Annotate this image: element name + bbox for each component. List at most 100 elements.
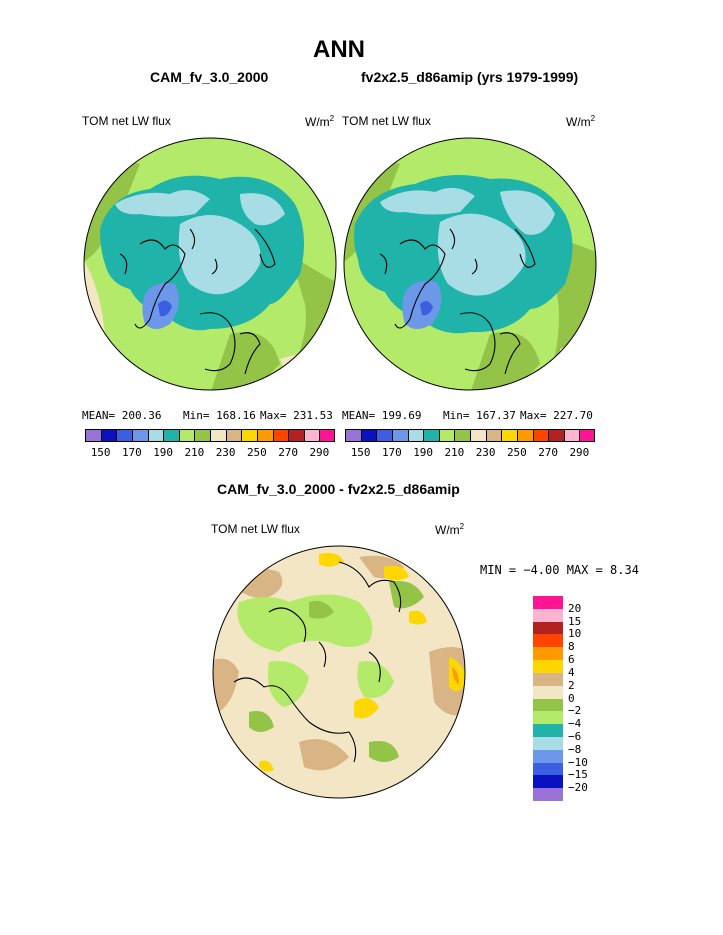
panel2-colorbar-labels: 150 170 190 210 230 250 270 290 bbox=[345, 446, 595, 460]
colorbar-tick-label: 0 bbox=[568, 691, 575, 705]
colorbar-tick-label: 15 bbox=[568, 614, 582, 628]
colorbar-swatch bbox=[533, 711, 563, 725]
colorbar-swatch bbox=[288, 429, 304, 442]
colorbar-swatch bbox=[533, 724, 563, 737]
panel1-colorbar bbox=[85, 429, 335, 442]
colorbar-swatch bbox=[241, 429, 257, 442]
colorbar-swatch bbox=[563, 429, 580, 442]
diff-units: W/m2 bbox=[435, 522, 465, 537]
colorbar-swatch bbox=[579, 429, 595, 442]
colorbar-tick-label: 8 bbox=[568, 640, 575, 654]
colorbar-tick-label: −8 bbox=[568, 742, 582, 756]
colorbar-swatch bbox=[360, 429, 377, 442]
colorbar-tick-label: 270 bbox=[538, 446, 559, 459]
panel2-min: Min= 167.37 bbox=[443, 409, 516, 422]
colorbar-swatch bbox=[116, 429, 132, 442]
panel2-field-label: TOM net LW flux bbox=[342, 114, 431, 128]
panel2-colorbar bbox=[345, 429, 595, 442]
colorbar-tick-label: 210 bbox=[184, 446, 205, 459]
colorbar-swatch bbox=[131, 429, 148, 442]
colorbar-swatch bbox=[178, 429, 195, 442]
colorbar-tick-label: 230 bbox=[475, 446, 496, 459]
panel1-case-title: CAM_fv_3.0_2000 bbox=[150, 69, 269, 85]
colorbar-swatch bbox=[533, 634, 563, 648]
diff-colorbar bbox=[533, 596, 563, 801]
colorbar-tick-label: 10 bbox=[568, 627, 582, 641]
colorbar-swatch bbox=[516, 429, 533, 442]
colorbar-tick-label: 4 bbox=[568, 665, 575, 679]
panel2-case-title: fv2x2.5_d86amip (yrs 1979-1999) bbox=[361, 69, 579, 85]
colorbar-tick-label: 20 bbox=[568, 601, 582, 615]
colorbar-swatch bbox=[376, 429, 392, 442]
colorbar-swatch bbox=[345, 429, 361, 442]
colorbar-tick-label: 250 bbox=[246, 446, 267, 459]
colorbar-tick-label: 210 bbox=[444, 446, 465, 459]
colorbar-tick-label: 2 bbox=[568, 678, 575, 692]
panel1-units: W/m2 bbox=[305, 114, 335, 129]
colorbar-tick-label: −10 bbox=[568, 755, 588, 769]
panel1-polar-map bbox=[83, 137, 337, 391]
colorbar-swatch bbox=[533, 660, 563, 673]
colorbar-swatch bbox=[423, 429, 439, 442]
panel1-min: Min= 168.16 bbox=[183, 409, 256, 422]
colorbar-swatch bbox=[548, 429, 564, 442]
colorbar-tick-label: −2 bbox=[568, 704, 582, 718]
colorbar-swatch bbox=[533, 647, 563, 661]
colorbar-swatch bbox=[470, 429, 486, 442]
colorbar-tick-label: 190 bbox=[413, 446, 434, 459]
colorbar-tick-label: −4 bbox=[568, 717, 582, 731]
colorbar-tick-label: 230 bbox=[215, 446, 236, 459]
colorbar-swatch bbox=[533, 762, 563, 776]
colorbar-swatch bbox=[533, 749, 563, 763]
colorbar-swatch bbox=[100, 429, 117, 442]
diff-case-title: CAM_fv_3.0_2000 - fv2x2.5_d86amip bbox=[217, 481, 460, 497]
colorbar-tick-label: −15 bbox=[568, 768, 588, 782]
colorbar-swatch bbox=[485, 429, 502, 442]
colorbar-tick-label: 6 bbox=[568, 653, 575, 667]
colorbar-swatch bbox=[272, 429, 289, 442]
colorbar-swatch bbox=[533, 608, 563, 622]
colorbar-swatch bbox=[533, 621, 563, 635]
colorbar-swatch bbox=[303, 429, 320, 442]
colorbar-swatch bbox=[147, 429, 164, 442]
colorbar-swatch bbox=[533, 736, 563, 750]
colorbar-swatch bbox=[533, 788, 563, 801]
colorbar-tick-label: 150 bbox=[90, 446, 111, 459]
page-title: ANN bbox=[313, 36, 365, 63]
panel2-mean: MEAN= 199.69 bbox=[342, 409, 422, 422]
diff-minmax: MIN = −4.00 MAX = 8.34 bbox=[480, 563, 639, 577]
colorbar-swatch bbox=[533, 685, 563, 699]
colorbar-swatch bbox=[391, 429, 408, 442]
panel2-units: W/m2 bbox=[566, 114, 596, 129]
colorbar-swatch bbox=[533, 775, 563, 789]
colorbar-tick-label: 190 bbox=[153, 446, 174, 459]
colorbar-tick-label: 170 bbox=[381, 446, 402, 459]
colorbar-swatch bbox=[532, 429, 549, 442]
colorbar-swatch bbox=[225, 429, 242, 442]
colorbar-tick-label: −6 bbox=[568, 729, 582, 743]
colorbar-tick-label: 290 bbox=[309, 446, 330, 459]
colorbar-swatch bbox=[194, 429, 210, 442]
colorbar-swatch bbox=[407, 429, 424, 442]
colorbar-swatch bbox=[454, 429, 470, 442]
colorbar-swatch bbox=[256, 429, 273, 442]
panel2-polar-map bbox=[343, 137, 597, 391]
diff-field-label: TOM net LW flux bbox=[211, 522, 300, 536]
panel1-field-label: TOM net LW flux bbox=[82, 114, 171, 128]
colorbar-tick-label: 290 bbox=[569, 446, 590, 459]
colorbar-swatch bbox=[533, 672, 563, 686]
colorbar-swatch bbox=[438, 429, 455, 442]
diff-colorbar-labels: 20 15 10 8 6 4 2 0 −2 −4 −6 −8 −10 −15 −20 bbox=[568, 596, 608, 801]
colorbar-swatch bbox=[319, 429, 335, 442]
panel2-max: Max= 227.70 bbox=[520, 409, 593, 422]
colorbar-swatch bbox=[210, 429, 226, 442]
colorbar-swatch bbox=[501, 429, 517, 442]
colorbar-tick-label: −20 bbox=[568, 781, 588, 795]
panel1-colorbar-labels: 150 170 190 210 230 250 270 290 bbox=[85, 446, 335, 460]
colorbar-swatch bbox=[533, 596, 563, 609]
colorbar-tick-label: 150 bbox=[350, 446, 371, 459]
colorbar-tick-label: 250 bbox=[506, 446, 527, 459]
diff-polar-map bbox=[212, 545, 466, 799]
colorbar-tick-label: 170 bbox=[121, 446, 142, 459]
colorbar-swatch bbox=[533, 698, 563, 712]
